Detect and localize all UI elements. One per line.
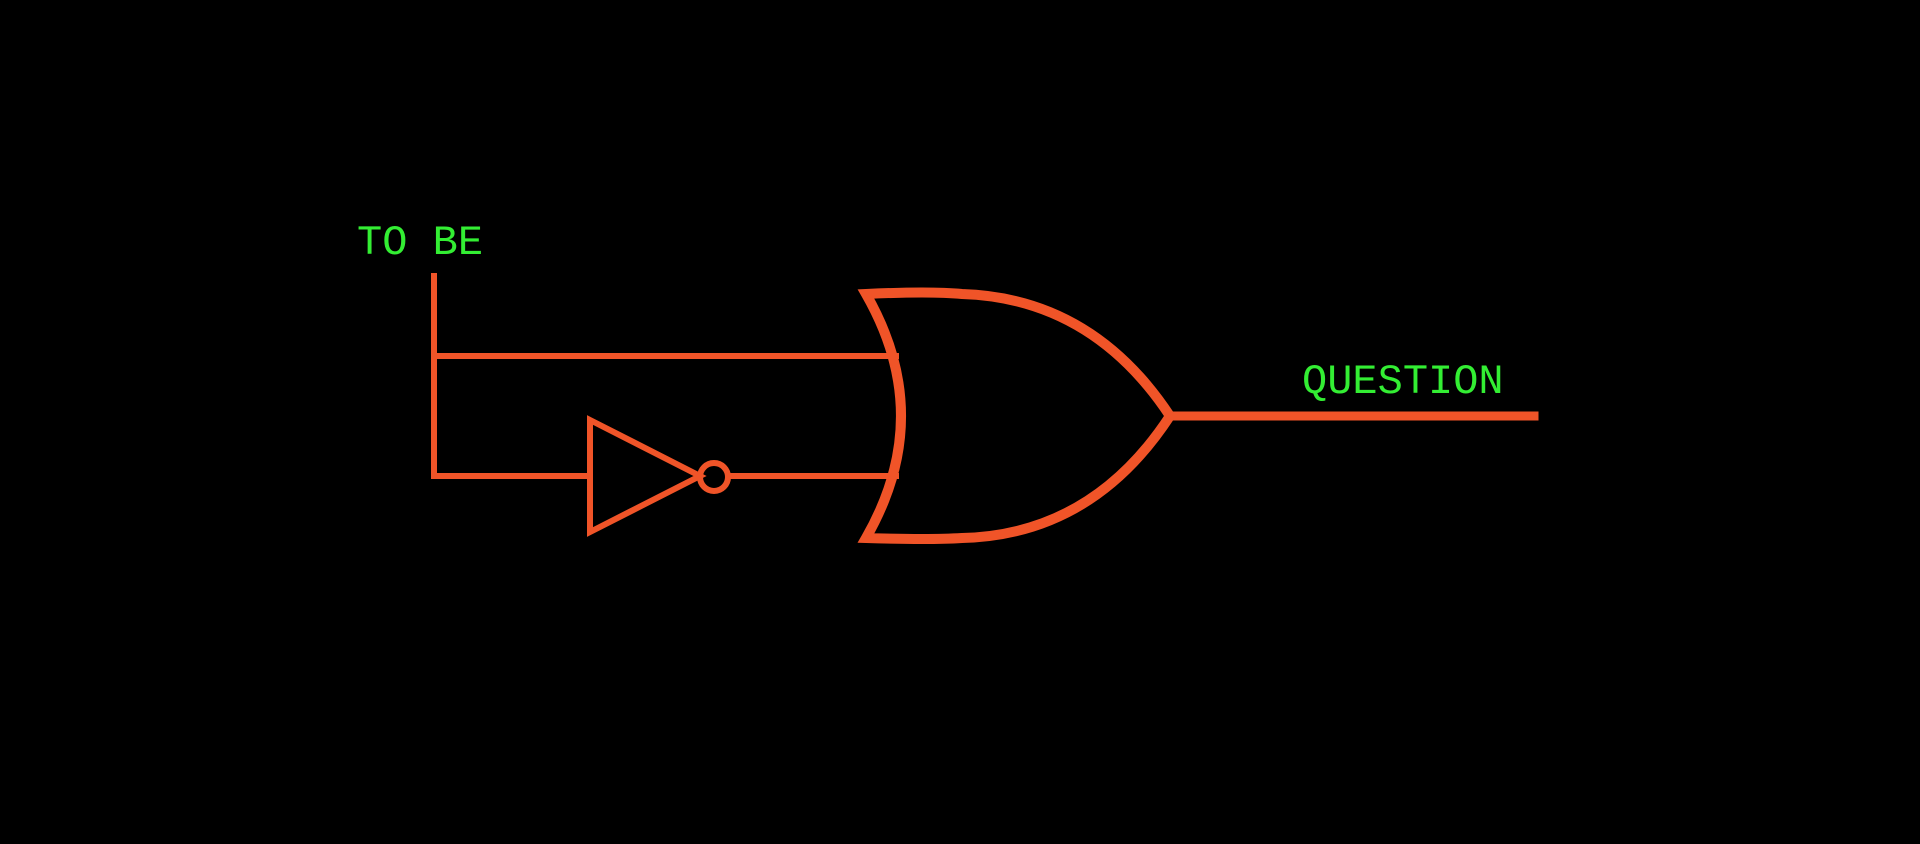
output-label: QUESTION (1302, 358, 1504, 406)
input-label: TO BE (357, 219, 484, 267)
not-gate-triangle (587, 415, 707, 537)
or-gate (857, 287, 1176, 544)
not-gate (587, 415, 731, 537)
